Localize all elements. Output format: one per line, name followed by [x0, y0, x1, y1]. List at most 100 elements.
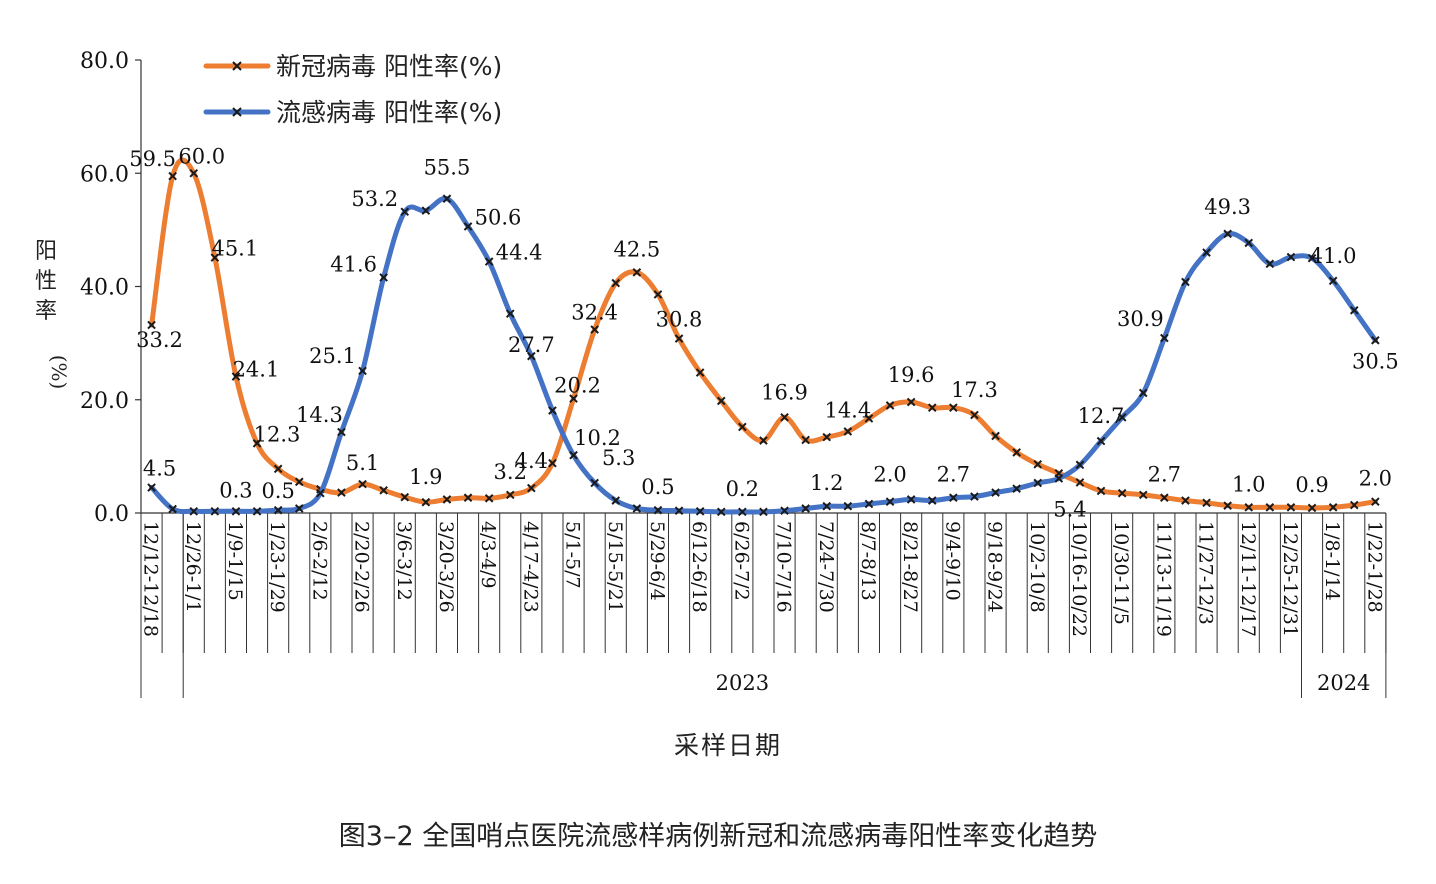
covid-point-marker — [168, 171, 177, 181]
flu-point-marker — [231, 506, 241, 516]
flu-data-label: 30.9 — [1117, 307, 1164, 331]
flu-point-marker — [780, 506, 789, 516]
flu-point-marker — [1012, 484, 1021, 493]
covid-point-marker — [1138, 490, 1148, 500]
flu-data-label: 30.5 — [1352, 349, 1399, 373]
x-tick-label: 1/22-1/28 — [1363, 521, 1385, 613]
covid-point-marker — [822, 432, 832, 442]
flu-data-label: 10.2 — [574, 426, 621, 450]
x-tick-label: 10/16-10/22 — [1068, 521, 1090, 637]
covid-point-marker — [801, 435, 810, 445]
covid-point-marker — [970, 410, 979, 420]
covid-point-marker — [1371, 497, 1380, 506]
flu-point-marker — [316, 488, 325, 498]
flu-point-marker — [674, 506, 684, 516]
flu-point-marker — [1117, 412, 1127, 422]
covid-point-marker — [1307, 503, 1317, 513]
covid-data-label: 5.1 — [346, 451, 379, 475]
covid-point-marker — [294, 477, 304, 487]
flu-data-label: 0.3 — [219, 478, 252, 502]
flu-data-label: 41.6 — [330, 252, 377, 276]
year-label-2024: 2024 — [1317, 671, 1370, 695]
covid-point-marker — [1223, 501, 1232, 510]
y-axis-label-char: 阳 — [35, 239, 57, 264]
flu-point-marker — [970, 492, 979, 501]
x-tick-label: 3/6-3/12 — [393, 521, 415, 601]
flu-point-marker — [1307, 253, 1317, 263]
flu-point-marker — [632, 504, 642, 513]
flu-data-label: 14.3 — [296, 403, 343, 427]
flu-point-marker — [189, 506, 199, 516]
flu-point-marker — [294, 504, 304, 513]
covid-point-marker — [527, 483, 536, 493]
covid-point-marker — [337, 488, 346, 497]
covid-data-label: 14.4 — [824, 398, 871, 422]
covid-point-marker — [695, 368, 705, 377]
covid-data-label: 5.4 — [1053, 497, 1086, 521]
covid-point-marker — [1075, 478, 1085, 487]
flu-point-marker — [927, 496, 937, 505]
x-tick-label: 6/26-7/2 — [730, 521, 752, 601]
flu-data-label: 0.5 — [641, 475, 674, 499]
flu-point-marker — [864, 499, 874, 509]
covid-point-marker — [484, 493, 494, 503]
covid-data-label: 0.9 — [1295, 473, 1328, 497]
flu-point-marker — [337, 427, 346, 437]
covid-data-label: 3.2 — [494, 460, 527, 484]
covid-point-marker — [1117, 488, 1127, 498]
x-tick-label: 12/11-12/17 — [1237, 521, 1259, 637]
flu-point-marker — [569, 450, 578, 460]
flu-point-marker — [210, 506, 220, 516]
flu-point-marker — [611, 496, 621, 505]
covid-point-marker — [231, 372, 241, 381]
flu-point-marker — [590, 478, 599, 488]
flu-point-marker — [484, 257, 494, 266]
x-tick-label: 2/6-2/12 — [308, 521, 330, 601]
flu-point-marker — [759, 507, 768, 517]
covid-point-marker — [273, 464, 283, 474]
covid-data-label: 59.5 — [129, 147, 176, 171]
flu-point-marker — [1202, 248, 1211, 257]
flu-data-label: 0.2 — [726, 477, 759, 501]
x-tick-label: 12/12-12/18 — [140, 521, 162, 637]
flu-data-label: 49.3 — [1204, 195, 1251, 219]
covid-data-label: 33.2 — [136, 328, 183, 352]
covid-point-marker — [252, 439, 262, 448]
flu-point-marker — [949, 493, 958, 503]
flu-data-label: 5.3 — [602, 446, 635, 470]
x-tick-label: 2/20-2/26 — [351, 521, 373, 613]
covid-point-marker — [569, 394, 578, 403]
covid-point-marker — [780, 412, 789, 422]
y-tick-label: 0.0 — [94, 502, 129, 527]
covid-data-label: 60.0 — [178, 144, 225, 168]
covid-point-marker — [1286, 503, 1296, 512]
covid-data-label: 32.4 — [571, 301, 618, 325]
flu-data-label: 2.7 — [937, 463, 970, 487]
flu-point-marker — [168, 504, 177, 514]
flu-point-marker — [906, 495, 916, 504]
covid-point-marker — [674, 334, 684, 343]
covid-legend-label: 新冠病毒 阳性率(%) — [276, 52, 502, 81]
x-tick-label: 1/23-1/29 — [266, 521, 288, 613]
covid-data-label: 42.5 — [613, 237, 660, 261]
flu-point-marker — [358, 366, 367, 376]
flu-data-label: 1.2 — [810, 471, 843, 495]
y-tick-label: 20.0 — [80, 389, 129, 414]
covid-data-label: 20.2 — [554, 374, 601, 398]
flu-point-marker — [1223, 229, 1232, 239]
y-tick-label: 40.0 — [80, 276, 129, 301]
flu-legend-label: 流感病毒 阳性率(%) — [276, 98, 502, 127]
x-tick-label: 10/30-11/5 — [1110, 521, 1132, 625]
x-tick-label: 3/20-3/26 — [435, 521, 457, 613]
covid-data-label: 30.8 — [656, 308, 703, 332]
x-tick-label: 8/21-8/27 — [899, 521, 921, 613]
covid-point-marker — [949, 403, 958, 412]
flu-data-label: 50.6 — [475, 205, 522, 229]
flu-point-marker — [843, 501, 853, 511]
flu-point-marker — [822, 501, 832, 511]
covid-point-marker — [548, 458, 557, 468]
flu-point-marker — [991, 488, 1000, 497]
x-tick-label: 12/26-1/1 — [182, 521, 204, 613]
covid-point-marker — [1328, 503, 1338, 512]
flu-data-label: 55.5 — [424, 156, 471, 180]
